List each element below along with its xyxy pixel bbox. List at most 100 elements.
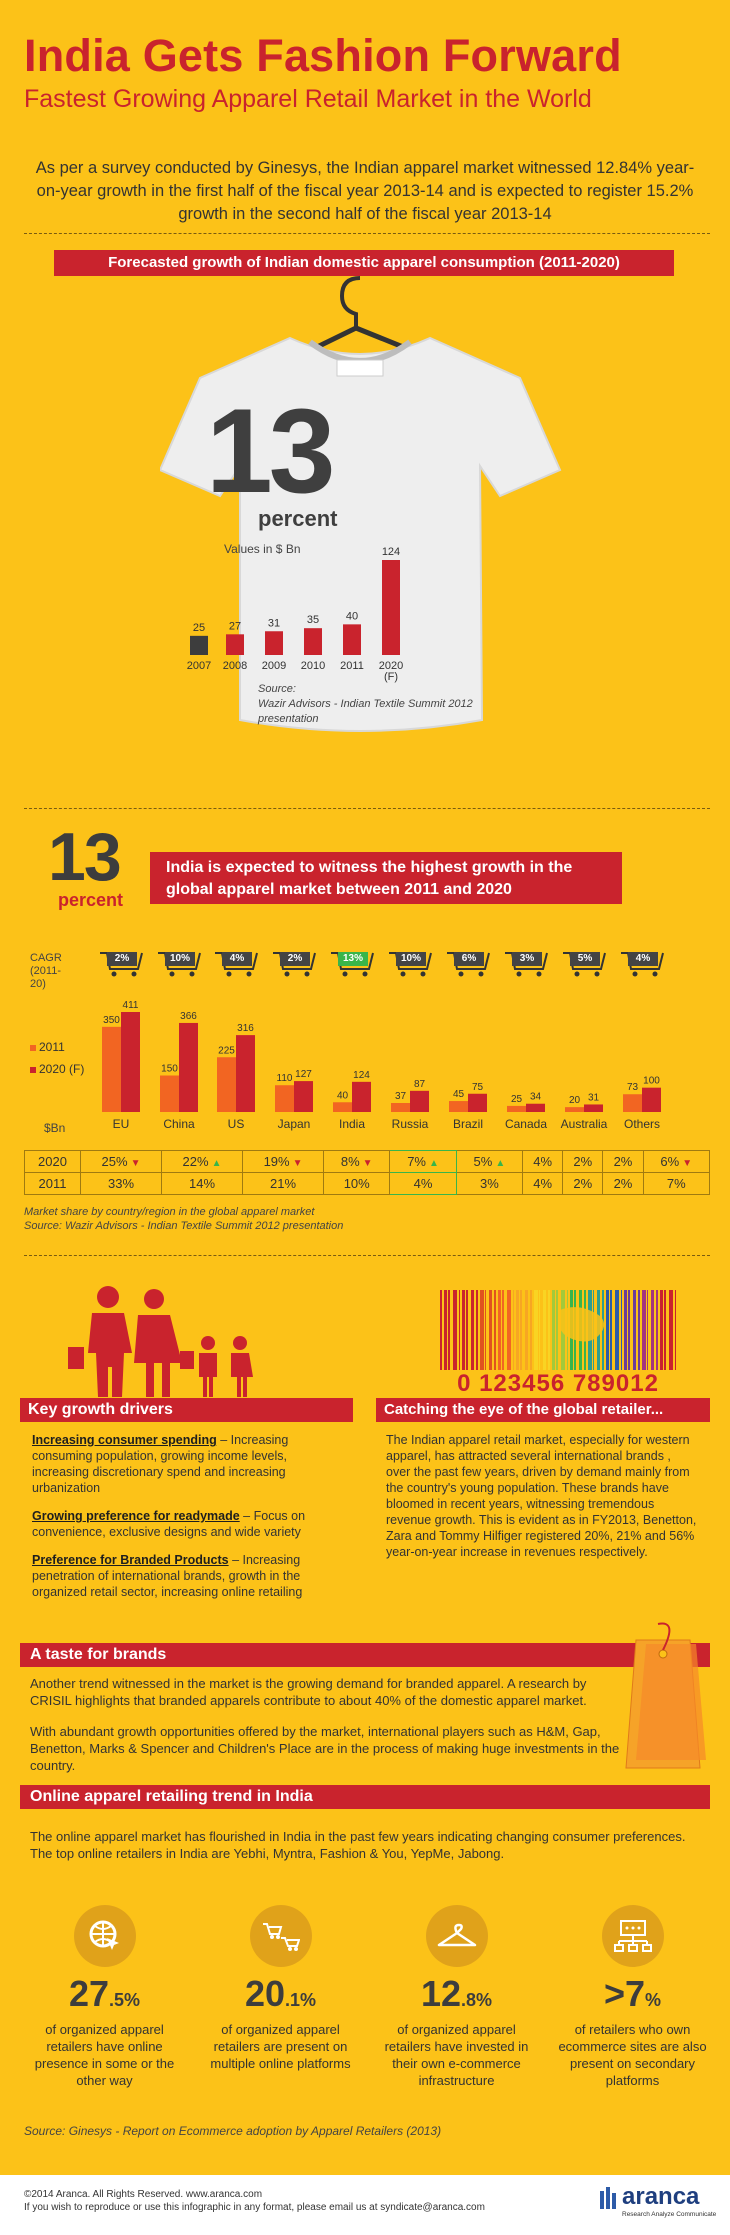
share-value: 19% <box>263 1154 290 1169</box>
global-bar <box>333 1102 352 1112</box>
shopping-cart-icon <box>447 952 490 977</box>
global-value-label: 37 <box>395 1091 407 1102</box>
barcode-digits: 0 123456 789012 <box>457 1370 659 1397</box>
forecast-value-label: 25 <box>193 622 205 634</box>
stat-value: 20 <box>244 1973 285 2014</box>
page-subtitle: Fastest Growing Apparel Retail Market in… <box>24 85 592 113</box>
global-value-label: 350 <box>103 1015 120 1026</box>
cagr-cart: 3% <box>503 950 549 978</box>
table-cell: 7% ▲ <box>389 1150 457 1173</box>
source-label: Source: <box>258 683 296 695</box>
stat-description: of organized apparel retailers are prese… <box>210 2022 351 2071</box>
global-value-label: 150 <box>161 1064 178 1075</box>
stat-icon-circle <box>73 1905 136 1967</box>
table-cell: 22% ▲ <box>161 1150 244 1173</box>
shopping-cart-icon <box>563 952 606 977</box>
stat-decimal: % <box>645 1990 662 2010</box>
forecast-bar <box>304 628 322 655</box>
forecast-category-label: (F) <box>384 671 398 683</box>
stat-icon-circle <box>425 1905 488 1967</box>
forecast-banner: Forecasted growth of Indian domestic app… <box>54 250 674 276</box>
online-source: Source: Ginesys - Report on Ecommerce ad… <box>24 2124 442 2138</box>
cagr-cart: 10% <box>387 950 433 978</box>
table-cell: 2% <box>562 1172 604 1195</box>
cagr-value: 6% <box>461 953 477 964</box>
table-cell: 4% <box>389 1172 457 1195</box>
arrow-down-icon: ▼ <box>682 1158 693 1169</box>
share-value: 2% <box>613 1176 633 1191</box>
table-cell: 2% <box>602 1172 644 1195</box>
stat-decimal: .1% <box>285 1990 317 2010</box>
global-category-label: Australia <box>561 1117 608 1131</box>
stat-icon-circle <box>249 1905 312 1967</box>
share-value: 4% <box>413 1176 433 1191</box>
global-value-label: 124 <box>353 1070 370 1081</box>
divider <box>24 808 710 809</box>
stat-value: 27 <box>68 1973 109 2014</box>
table-cell: 19% ▼ <box>242 1150 325 1173</box>
divider <box>24 233 710 234</box>
table-cell: 14% <box>161 1172 244 1195</box>
global-bar <box>468 1093 487 1112</box>
forecast-bar <box>343 624 361 655</box>
online-banner: Online apparel retailing trend in India <box>20 1785 710 1809</box>
arrow-down-icon: ▼ <box>362 1158 373 1169</box>
price-tag-icon <box>625 1622 706 1769</box>
cagr-value: 2% <box>287 953 303 964</box>
driver-head: Preference for Branded Products <box>32 1553 229 1567</box>
global-big-number: 13 <box>48 819 122 895</box>
global-category-label: Canada <box>505 1117 547 1131</box>
table-cell: 8% ▼ <box>323 1150 391 1173</box>
forecast-value-label: 27 <box>229 620 241 632</box>
driver-head: Growing preference for readymade <box>32 1509 240 1523</box>
cagr-label: CAGR (2011-20) <box>30 952 62 990</box>
share-value: 25% <box>101 1154 128 1169</box>
cagr-value: 4% <box>635 953 651 964</box>
share-value: 21% <box>270 1176 297 1191</box>
share-value: 2% <box>613 1154 633 1169</box>
footer-copyright: ©2014 Aranca. All Rights Reserved. www.a… <box>24 2189 263 2200</box>
shopping-cart-icon <box>331 952 374 977</box>
global-bar <box>526 1103 545 1112</box>
global-bar <box>391 1102 410 1112</box>
table-cell: 3% <box>455 1172 524 1195</box>
global-value-label: 127 <box>295 1069 312 1080</box>
source-line: Wazir Advisors - Indian Textile Summit 2… <box>258 698 473 710</box>
cagr-cart: 13% <box>329 950 375 978</box>
shopping-cart-icon <box>100 952 143 977</box>
stat-number: 27.5% <box>22 1973 187 2015</box>
brands-p2: With abundant growth opportunities offer… <box>30 1724 620 1773</box>
global-value-label: 87 <box>414 1079 426 1090</box>
share-value: 6% <box>660 1154 680 1169</box>
global-value-label: 225 <box>218 1045 235 1056</box>
global-value-label: 34 <box>530 1092 542 1103</box>
divider <box>24 1255 710 1256</box>
cagr-cart: 6% <box>445 950 491 978</box>
tshirt-graphic: 13 percent Values in $ Bn 25 2007 27 2008 31… <box>158 270 580 750</box>
global-big-unit: percent <box>58 890 124 910</box>
table-cell: 2% <box>562 1150 604 1173</box>
global-value-label: 20 <box>569 1095 581 1106</box>
market-share-note: Market share by country/region in the gl… <box>24 1206 315 1218</box>
legend-label: 2011 <box>39 1040 65 1054</box>
retailer-banner: Catching the eye of the global retailer.… <box>376 1398 710 1422</box>
cagr-value: 10% <box>169 953 190 964</box>
forecast-value-label: 35 <box>307 614 319 626</box>
global-category-label: China <box>163 1117 195 1131</box>
cagr-cart: 4% <box>619 950 665 978</box>
global-value-label: 40 <box>337 1090 349 1101</box>
stat-value: 12 <box>420 1973 461 2014</box>
values-label: Values in $ Bn <box>224 542 301 556</box>
drivers-banner: Key growth drivers <box>20 1398 353 1422</box>
global-bar <box>410 1090 429 1112</box>
global-bar <box>179 1022 198 1112</box>
forecast-value-label: 40 <box>346 610 358 622</box>
cagr-value: 5% <box>577 953 593 964</box>
global-value-label: 100 <box>643 1076 660 1087</box>
forecast-value-label: 31 <box>268 617 280 629</box>
legend-2020: 2020 (F) <box>30 1062 84 1076</box>
forecast-source: Source: Wazir Advisors - Indian Textile … <box>258 682 473 727</box>
arrow-down-icon: ▼ <box>130 1158 141 1169</box>
aranca-logo-icon <box>600 2187 616 2209</box>
